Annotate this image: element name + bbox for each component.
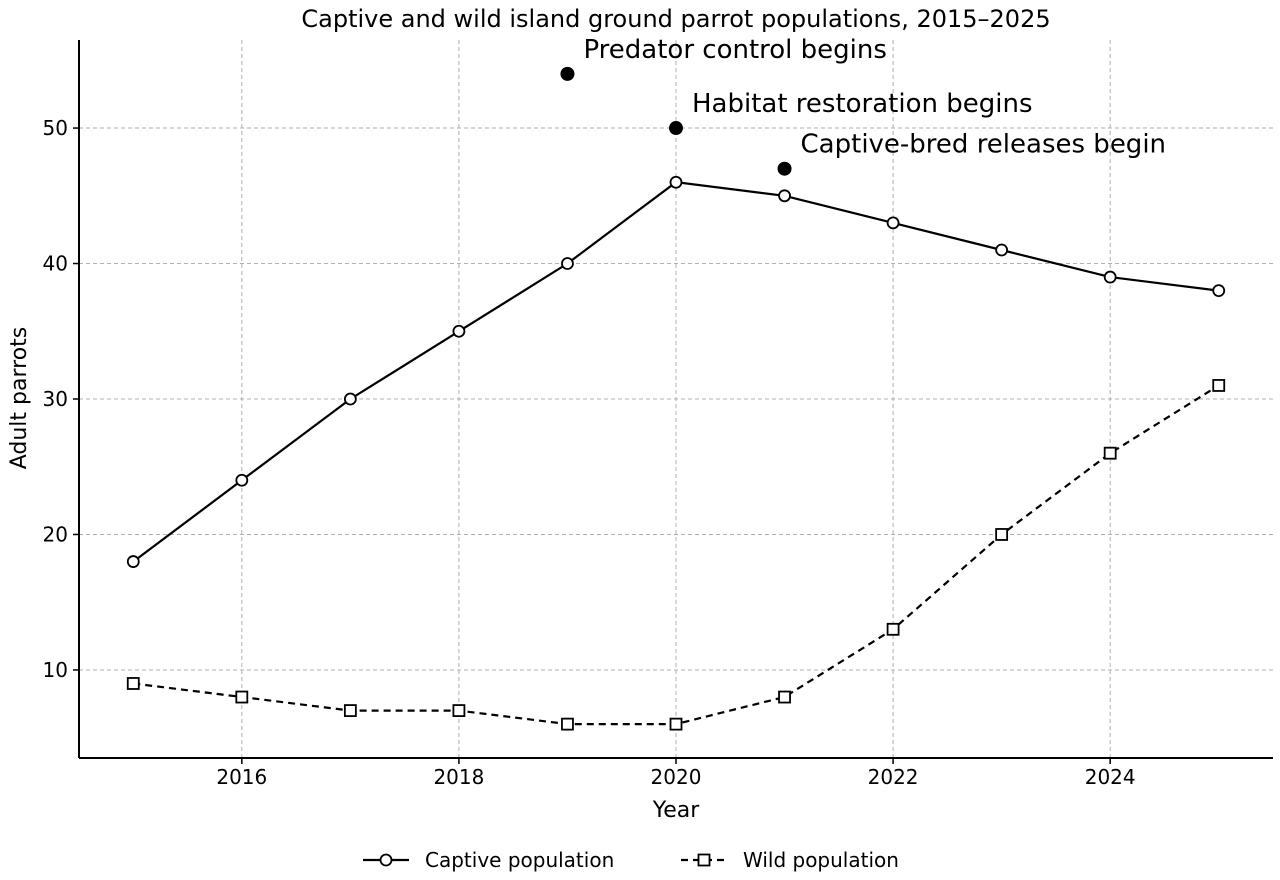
wild-population-point bbox=[452, 704, 466, 717]
wild-population-point bbox=[886, 622, 900, 636]
y-axis-ticks: 10 20 30 40 50 bbox=[43, 116, 79, 682]
chart-title: Captive and wild island ground parrot po… bbox=[301, 5, 1050, 33]
captive-population-series bbox=[126, 175, 1226, 568]
captive-population-point bbox=[561, 257, 574, 270]
wild-population-point bbox=[995, 528, 1009, 541]
captive-population-point bbox=[995, 243, 1009, 257]
captive-population-point bbox=[1103, 270, 1117, 284]
annotation: Captive-bred releases begin bbox=[777, 130, 1166, 176]
wild-population-point bbox=[778, 690, 791, 704]
annotation: Predator control begins bbox=[560, 35, 887, 81]
wild-population-point bbox=[343, 704, 357, 717]
y-tick-label: 50 bbox=[43, 116, 68, 140]
annotation-marker bbox=[669, 121, 683, 136]
y-tick-label: 30 bbox=[43, 387, 68, 411]
legend-item-wild-population: Wild population bbox=[681, 848, 899, 872]
wild-population-point bbox=[235, 690, 249, 704]
wild-population-point bbox=[1212, 379, 1226, 392]
annotation: Habitat restoration begins bbox=[669, 89, 1033, 136]
x-axis-label: Year bbox=[652, 798, 701, 823]
y-tick-label: 20 bbox=[43, 522, 68, 546]
x-tick-label: 2016 bbox=[216, 765, 267, 789]
annotation-label: Habitat restoration begins bbox=[692, 89, 1033, 119]
y-tick-label: 40 bbox=[43, 252, 68, 276]
legend-swatch-marker bbox=[697, 853, 711, 867]
legend-item-captive-population: Captive population bbox=[363, 848, 614, 872]
wild-population-point bbox=[669, 717, 683, 731]
captive-population-point bbox=[235, 473, 249, 487]
annotation-label: Captive-bred releases begin bbox=[801, 130, 1166, 160]
captive-population-point bbox=[343, 392, 357, 406]
captive-population-point bbox=[669, 175, 683, 189]
captive-population-point bbox=[126, 555, 140, 568]
annotation-marker bbox=[560, 66, 575, 81]
annotation-marker bbox=[777, 161, 792, 176]
captive-population-point bbox=[452, 324, 466, 338]
annotation-layer: Predator control begins Habitat restorati… bbox=[560, 35, 1166, 176]
legend-label: Wild population bbox=[743, 848, 899, 872]
wild-population-point bbox=[126, 677, 140, 690]
legend-swatch-marker bbox=[379, 853, 393, 867]
series-layer bbox=[126, 175, 1226, 731]
x-tick-label: 2020 bbox=[651, 765, 702, 789]
captive-population-point bbox=[778, 189, 791, 203]
x-axis-ticks: 2016 2018 2020 2022 2024 bbox=[216, 758, 1136, 789]
annotation-label: Predator control begins bbox=[583, 35, 886, 65]
x-tick-label: 2018 bbox=[433, 765, 484, 789]
wild-population-point bbox=[1103, 446, 1117, 460]
legend-label: Captive population bbox=[425, 848, 614, 872]
grid-lines bbox=[79, 40, 1273, 758]
captive-population-point bbox=[1212, 284, 1226, 298]
y-tick-label: 10 bbox=[43, 658, 68, 682]
legend: Captive population Wild population bbox=[363, 848, 899, 872]
captive-population-point bbox=[886, 216, 900, 230]
y-axis-label: Adult parrots bbox=[7, 327, 32, 470]
wild-population-point bbox=[561, 717, 574, 731]
wild-population-series bbox=[126, 379, 1226, 731]
x-tick-label: 2022 bbox=[868, 765, 919, 789]
x-tick-label: 2024 bbox=[1085, 765, 1136, 789]
